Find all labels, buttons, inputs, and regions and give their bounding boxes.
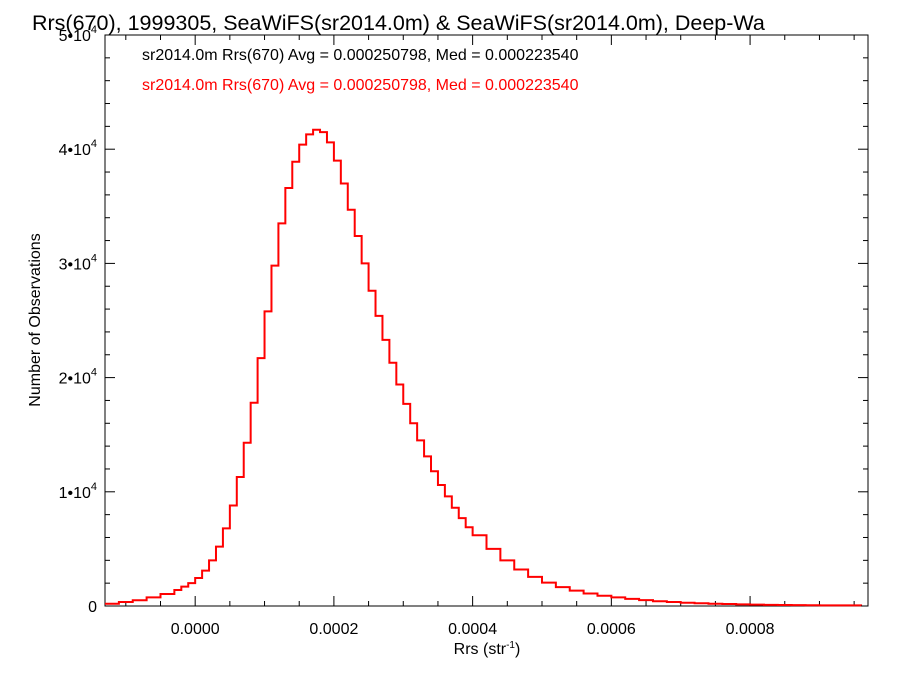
y-tick-label-mantissa: 4•10 [59, 142, 91, 159]
y-tick-label-exponent: 4 [91, 252, 97, 264]
series-layer [105, 128, 863, 607]
plot-frame [104, 34, 869, 607]
x-axis-label-close: ) [515, 641, 520, 658]
y-tick-label-mantissa: 1•10 [59, 485, 91, 502]
y-tick-label: 3•104 [59, 252, 97, 273]
annotation-red: sr2014.0m Rrs(670) Avg = 0.000250798, Me… [142, 77, 579, 94]
y-axis-label: Number of Observations [27, 233, 44, 406]
annotation-black: sr2014.0m Rrs(670) Avg = 0.000250798, Me… [142, 47, 579, 64]
y-tick-label-exponent: 4 [91, 481, 97, 493]
y-tick-label-mantissa: 5•10 [59, 28, 91, 45]
y-tick-label-mantissa: 0 [88, 599, 97, 616]
x-axis-label-main: Rrs (str [454, 641, 507, 658]
y-tick-label: 4•104 [59, 138, 97, 159]
y-tick-label-mantissa: 2•10 [59, 371, 91, 388]
x-tick-label: 0.0008 [726, 621, 775, 638]
x-axis-label: Rrs (str-1) [454, 640, 521, 658]
y-tick-label: 0 [88, 599, 97, 616]
x-tick-label: 0.0006 [587, 621, 636, 638]
x-axis-label-sup: -1 [506, 640, 515, 651]
y-tick-label-exponent: 4 [91, 24, 97, 36]
x-tick-label: 0.0002 [309, 621, 358, 638]
y-tick-label: 1•104 [59, 481, 97, 502]
x-tick-label: 0.0000 [171, 621, 220, 638]
x-axis-ticks: 0.0000 0.0002 0.0004 0.0006 0.0008 [125, 35, 855, 638]
plot-area [104, 34, 869, 607]
y-tick-label-exponent: 4 [91, 138, 97, 150]
y-tick-label: 5•104 [59, 24, 97, 45]
x-tick-label: 0.0004 [448, 621, 497, 638]
chart-title: Rrs(670), 1999305, SeaWiFS(sr2014.0m) & … [32, 11, 765, 35]
y-tick-label: 2•104 [59, 367, 97, 388]
y-tick-label-mantissa: 3•10 [59, 256, 91, 273]
y-tick-label-exponent: 4 [91, 367, 97, 379]
histogram-series-line [105, 128, 863, 607]
